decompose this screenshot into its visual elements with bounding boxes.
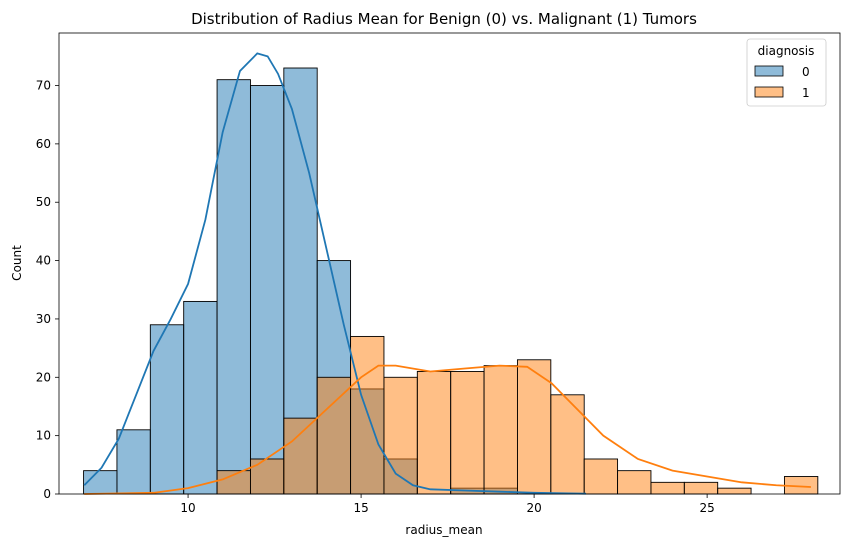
bar-series-1-bin-16 <box>617 470 652 495</box>
bar-series-1-bin-9 <box>383 376 418 495</box>
bar-series-0-bin-3 <box>183 300 218 495</box>
legend-label-0: 0 <box>802 65 810 79</box>
y-axis-label: Count <box>10 245 24 281</box>
legend-title: diagnosis <box>758 44 815 58</box>
bar-series-1-bin-7 <box>316 376 352 495</box>
bar-series-1-bin-11 <box>450 371 485 495</box>
legend-swatch-1 <box>754 86 784 98</box>
bar-series-1-bin-13 <box>516 359 552 495</box>
legend: diagnosis 0 1 <box>746 38 827 107</box>
series-0-kde-line <box>83 52 587 495</box>
x-tick-label: 10 <box>180 501 195 515</box>
bar-series-1-bin-17 <box>650 481 685 495</box>
y-tick-label: 60 <box>36 137 51 151</box>
y-tick-label: 20 <box>36 370 51 384</box>
plot-frame <box>58 32 841 495</box>
x-tick-label: 20 <box>526 501 541 515</box>
x-axis: 10 15 20 25 <box>180 494 715 515</box>
x-axis-label: radius_mean <box>405 523 482 537</box>
y-axis: 0 10 20 30 40 50 60 70 <box>36 79 59 501</box>
y-tick-label: 10 <box>36 429 51 443</box>
y-tick-label: 50 <box>36 195 51 209</box>
bar-series-1-bin-15 <box>583 458 619 495</box>
legend-swatch-0 <box>754 65 784 77</box>
x-tick-label: 15 <box>353 501 368 515</box>
y-tick-label: 30 <box>36 312 51 326</box>
bar-series-1-bin-12 <box>483 365 518 495</box>
bar-series-1-bin-6 <box>283 417 318 495</box>
chart-title: Distribution of Radius Mean for Benign (… <box>191 10 697 28</box>
bar-series-0-bin-2 <box>149 324 185 495</box>
y-tick-label: 40 <box>36 254 51 268</box>
bar-series-0-bin-5 <box>249 85 285 495</box>
bar-series-1-bin-10 <box>416 371 452 495</box>
bar-series-1-bin-14 <box>550 394 585 495</box>
bar-series-1-bin-19 <box>717 487 752 495</box>
series-1-bars <box>216 335 819 495</box>
y-tick-label: 0 <box>43 487 51 501</box>
bar-series-0-bin-4 <box>216 79 251 495</box>
y-tick-label: 70 <box>36 79 51 93</box>
bar-series-0-bin-1 <box>116 429 151 495</box>
bar-series-1-bin-18 <box>683 481 719 495</box>
bar-series-1-bin-5 <box>249 458 285 495</box>
x-tick-label: 25 <box>699 501 714 515</box>
bar-series-0-bin-0 <box>83 470 118 495</box>
legend-label-1: 1 <box>802 86 810 100</box>
series-1-kde-line <box>84 364 811 495</box>
